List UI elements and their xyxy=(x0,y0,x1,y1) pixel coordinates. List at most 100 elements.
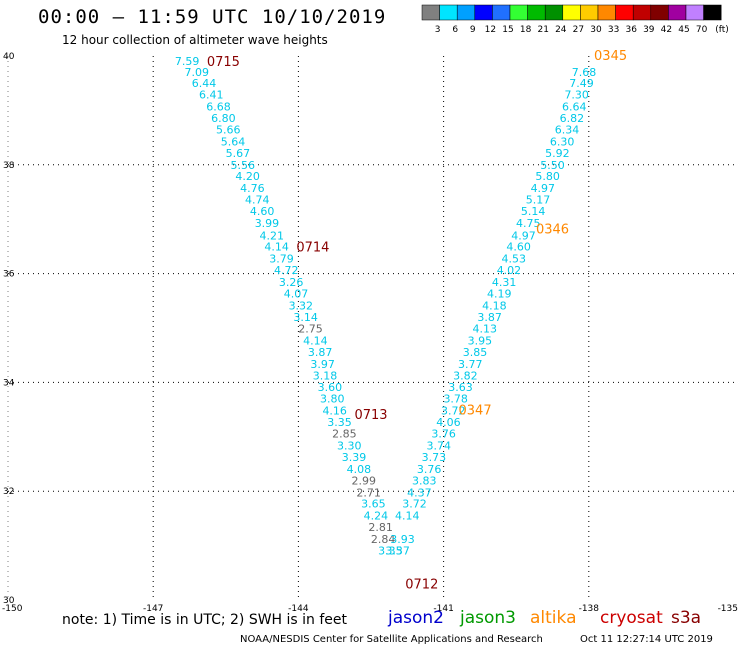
wave-height-value: 6.80 xyxy=(211,112,236,125)
wave-height-value: 3.37 xyxy=(385,544,410,557)
wave-height-value: 3.80 xyxy=(320,393,345,406)
legend-bin-label: 21 xyxy=(537,25,548,35)
wave-height-value: 4.31 xyxy=(492,276,517,289)
latitude-tick-label: 40 xyxy=(3,52,15,62)
wave-height-value: 4.18 xyxy=(482,300,507,313)
wave-height-value: 4.97 xyxy=(531,182,556,195)
latitude-tick-label: 32 xyxy=(3,487,14,497)
wave-height-value: 4.75 xyxy=(516,217,541,230)
wave-height-value: 3.93 xyxy=(390,533,415,546)
legend-bin-label: 33 xyxy=(608,25,619,35)
wave-height-value: 4.21 xyxy=(260,230,285,243)
wave-height-value: 3.87 xyxy=(308,346,333,359)
longitude-tick-label: -144 xyxy=(288,604,309,614)
wave-height-value: 5.14 xyxy=(521,205,546,218)
legend-bin-label: 18 xyxy=(520,25,532,35)
pass-time-label: 0346 xyxy=(536,222,569,237)
note-text: note: 1) Time is in UTC; 2) SWH is in fe… xyxy=(62,612,348,628)
wave-height-value: 3.82 xyxy=(453,369,478,382)
wave-height-value: 2.71 xyxy=(356,486,381,499)
wave-height-value: 5.64 xyxy=(221,135,246,148)
wave-height-value: 6.30 xyxy=(550,135,575,148)
latitude-tick-label: 36 xyxy=(3,270,15,280)
wave-height-value: 4.19 xyxy=(487,288,512,301)
wave-height-value: 4.20 xyxy=(235,170,260,183)
wave-height-value: 7.49 xyxy=(569,77,594,90)
wave-height-value: 3.30 xyxy=(337,440,362,453)
wave-height-value: 3.18 xyxy=(313,369,338,382)
legend-unit: (ft) xyxy=(715,25,729,35)
wave-height-value: 5.50 xyxy=(540,159,565,172)
wave-height-value: 3.26 xyxy=(279,276,304,289)
wave-height-value: 7.09 xyxy=(185,66,210,79)
wave-height-value: 6.34 xyxy=(555,123,580,136)
legend-bin-label: 27 xyxy=(573,25,584,35)
wave-height-value: 4.97 xyxy=(511,230,536,243)
wave-height-value: 4.74 xyxy=(245,194,270,207)
wave-height-value: 7.59 xyxy=(175,55,200,68)
wave-height-value: 4.13 xyxy=(472,323,497,336)
wave-height-value: 3.76 xyxy=(431,428,456,441)
wave-height-value: 4.14 xyxy=(303,335,328,348)
pass-time-label: 0714 xyxy=(296,240,329,255)
wave-height-value: 5.56 xyxy=(230,159,255,172)
legend-bin-label: 9 xyxy=(470,25,476,35)
wave-height-value: 4.07 xyxy=(284,288,309,301)
wave-height-value: 2.85 xyxy=(332,428,357,441)
longitude-tick-label: -147 xyxy=(143,604,163,614)
wave-height-value: 3.39 xyxy=(342,451,367,464)
wave-height-value: 3.73 xyxy=(422,451,447,464)
wave-height-value: 3.87 xyxy=(477,311,502,324)
wave-height-value: 4.60 xyxy=(250,205,275,218)
legend-bin-label: 24 xyxy=(555,25,567,35)
wave-height-value: 3.35 xyxy=(378,544,403,557)
wave-height-value: 7.30 xyxy=(564,89,589,102)
latitude-tick-label: 30 xyxy=(3,596,15,606)
wave-height-value: 3.60 xyxy=(318,381,343,394)
wave-height-value: 4.16 xyxy=(322,405,347,418)
wave-height-value: 5.66 xyxy=(216,123,241,136)
satellite-legend-altika: altika xyxy=(530,608,577,628)
wave-height-value: 6.41 xyxy=(199,89,224,102)
wave-height-value: 3.79 xyxy=(269,252,294,265)
satellite-legend-cryosat: cryosat xyxy=(600,608,663,628)
pass-time-label: 0713 xyxy=(354,408,387,423)
wave-height-value: 7.68 xyxy=(572,66,597,79)
pass-time-label: 0712 xyxy=(405,578,438,593)
wave-height-value: 3.35 xyxy=(327,416,352,429)
wave-height-value: 6.64 xyxy=(562,101,587,114)
wave-height-value: 3.83 xyxy=(412,474,437,487)
wave-height-value: 6.82 xyxy=(560,112,585,125)
wave-height-value: 4.06 xyxy=(436,416,461,429)
wave-height-color-legend: 3 6 9 12 15 18 21 24 27 30 33 36 39 42 45 70 (ft) xyxy=(421,4,729,35)
page-title: 00:00 – 11:59 UTC 10/10/2019 xyxy=(38,6,387,28)
legend-bin-label: 36 xyxy=(625,25,637,35)
wave-height-value: 2.99 xyxy=(351,474,376,487)
wave-height-value: 5.67 xyxy=(226,147,251,160)
satellite-legend-jason2: jason2 xyxy=(388,608,444,628)
wave-height-value: 5.92 xyxy=(545,147,570,160)
wave-height-value: 5.17 xyxy=(526,194,551,207)
page-subtitle: 12 hour collection of altimeter wave hei… xyxy=(62,33,328,47)
legend-bin-label: 3 xyxy=(435,25,441,35)
wave-height-value: 4.24 xyxy=(364,510,389,523)
wave-height-value: 4.53 xyxy=(502,252,527,265)
wave-height-value: 2.81 xyxy=(368,521,393,534)
legend-bin-label: 30 xyxy=(590,25,602,35)
latitude-tick-label: 34 xyxy=(3,378,15,388)
credit-text: NOAA/NESDIS Center for Satellite Applica… xyxy=(240,634,543,645)
wave-height-value: 4.76 xyxy=(240,182,265,195)
wave-height-value: 4.72 xyxy=(274,264,299,277)
wave-height-value: 4.14 xyxy=(264,240,289,253)
wave-height-value: 4.60 xyxy=(506,240,531,253)
longitude-tick-label: -138 xyxy=(579,604,600,614)
wave-height-value: 3.78 xyxy=(443,393,468,406)
legend-bin-label: 45 xyxy=(678,25,689,35)
wave-height-value: 4.08 xyxy=(347,463,372,476)
legend-bin-label: 39 xyxy=(643,25,655,35)
wave-height-value: 4.14 xyxy=(395,510,420,523)
latitude-tick-label: 38 xyxy=(3,161,15,171)
legend-bin-label: 6 xyxy=(452,25,458,35)
